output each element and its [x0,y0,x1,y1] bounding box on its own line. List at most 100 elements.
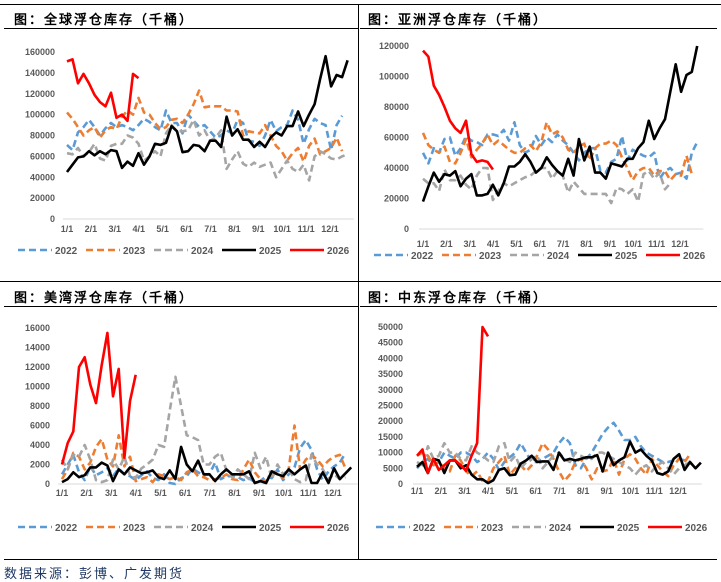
title-underline [360,306,717,307]
x-tick-label: 3/1 [109,224,122,234]
y-tick-label: 5000 [383,463,403,473]
y-tick-label: 6000 [30,421,50,431]
y-tick-label: 100000 [379,72,409,82]
panel-divider [0,281,721,282]
legend-label-2023: 2023 [481,523,504,534]
y-tick-label: 80000 [384,102,409,112]
x-tick-label: 5/1 [510,239,523,249]
x-tick-label: 5/1 [156,224,169,234]
legend-label-2025: 2025 [259,246,282,257]
x-tick-label: 10/1 [273,224,291,234]
y-tick-label: 100000 [25,110,55,120]
title-underline [360,28,717,29]
x-tick-label: 12/1 [321,224,339,234]
series-line-2026 [66,57,140,123]
x-tick-label: 10/1 [625,239,643,249]
y-tick-label: 4000 [30,440,50,450]
series-line-2025 [61,445,353,485]
x-tick-label: 8/1 [228,488,241,498]
x-tick-label: 7/1 [204,488,217,498]
y-tick-label: 2000 [30,460,50,470]
x-tick-label: 4/1 [132,224,145,234]
series-line-2023 [66,89,344,163]
y-tick-label: 16000 [25,323,50,333]
legend-label-2022: 2022 [55,246,78,257]
x-tick-label: 2/1 [434,486,447,496]
y-tick-label: 160000 [25,47,55,57]
x-tick-label: 3/1 [458,486,471,496]
series-line-2024 [416,441,691,476]
y-tick-label: 60000 [384,133,409,143]
series-line-2023 [60,424,347,484]
series-line-2025 [421,45,699,203]
x-tick-label: 6/1 [179,488,192,498]
source-note: 数据来源：彭博、广发期货 [4,567,185,582]
y-tick-label: 40000 [384,163,409,173]
legend-label-2025: 2025 [615,251,638,262]
panel-divider-vertical [358,4,359,281]
y-tick-label: 10000 [25,382,50,392]
series-line-2025 [416,440,702,485]
x-tick-label: 9/1 [253,488,266,498]
series-line-2026 [422,49,494,171]
x-tick-label: 7/1 [557,239,570,249]
series-line-2022 [416,421,691,472]
x-tick-label: 11/1 [646,486,663,496]
x-tick-label: 8/1 [228,224,241,234]
x-tick-label: 4/1 [130,488,143,498]
y-tick-label: 30000 [378,385,403,395]
legend-label-2023: 2023 [123,523,146,534]
chart-title-asia: 图：亚洲浮仓库存（千桶） [368,13,549,28]
x-tick-label: 6/1 [180,224,193,234]
series-line-2023 [416,441,692,483]
x-tick-label: 8/1 [577,486,590,496]
y-tick-label: 0 [398,479,403,489]
y-tick-label: 25000 [378,401,403,411]
x-tick-label: 4/1 [487,239,500,249]
chart-title-middle-east: 图：中东浮仓库存（千桶） [368,291,549,306]
series-line-2026 [416,325,490,475]
x-tick-label: 1/1 [61,224,74,234]
y-tick-label: 45000 [378,338,403,348]
y-tick-label: 12000 [25,362,50,372]
x-tick-label: 4/1 [482,486,495,496]
legend-label-2026: 2026 [327,246,350,257]
x-tick-label: 1/1 [56,488,69,498]
x-tick-label: 1/1 [411,486,424,496]
y-tick-label: 40000 [378,353,403,363]
legend-label-2022: 2022 [55,523,78,534]
legend-label-2025: 2025 [617,523,640,534]
y-tick-label: 40000 [30,172,55,182]
x-tick-label: 11/1 [298,224,315,234]
x-tick-label: 5/1 [506,486,519,496]
legend-label-2024: 2024 [549,523,572,534]
series-line-2024 [422,166,672,205]
legend-label-2024: 2024 [191,523,214,534]
series-line-2024 [66,118,349,182]
x-tick-label: 2/1 [440,239,453,249]
x-tick-label: 5/1 [154,488,167,498]
x-tick-label: 8/1 [580,239,593,249]
x-tick-label: 12/1 [671,239,689,249]
y-tick-label: 140000 [25,68,55,78]
y-tick-label: 0 [45,479,50,489]
legend-label-2024: 2024 [191,246,214,257]
legend-label-2023: 2023 [123,246,146,257]
title-underline [4,28,358,29]
series-line-2022 [421,121,699,180]
x-tick-label: 9/1 [601,486,614,496]
y-tick-label: 120000 [379,41,409,51]
bottom-border [4,559,717,560]
legend-label-2022: 2022 [413,523,436,534]
series-line-2026 [60,331,137,465]
legend-label-2025: 2025 [259,523,282,534]
y-tick-label: 80000 [30,131,55,141]
x-tick-label: 11/1 [300,488,317,498]
x-tick-label: 2/1 [85,224,98,234]
y-tick-label: 35000 [378,369,403,379]
legend-label-2026: 2026 [683,251,706,262]
legend-label-2026: 2026 [685,523,708,534]
x-tick-label: 12/1 [669,486,687,496]
y-tick-label: 10000 [378,448,403,458]
series-line-2023 [421,121,694,182]
